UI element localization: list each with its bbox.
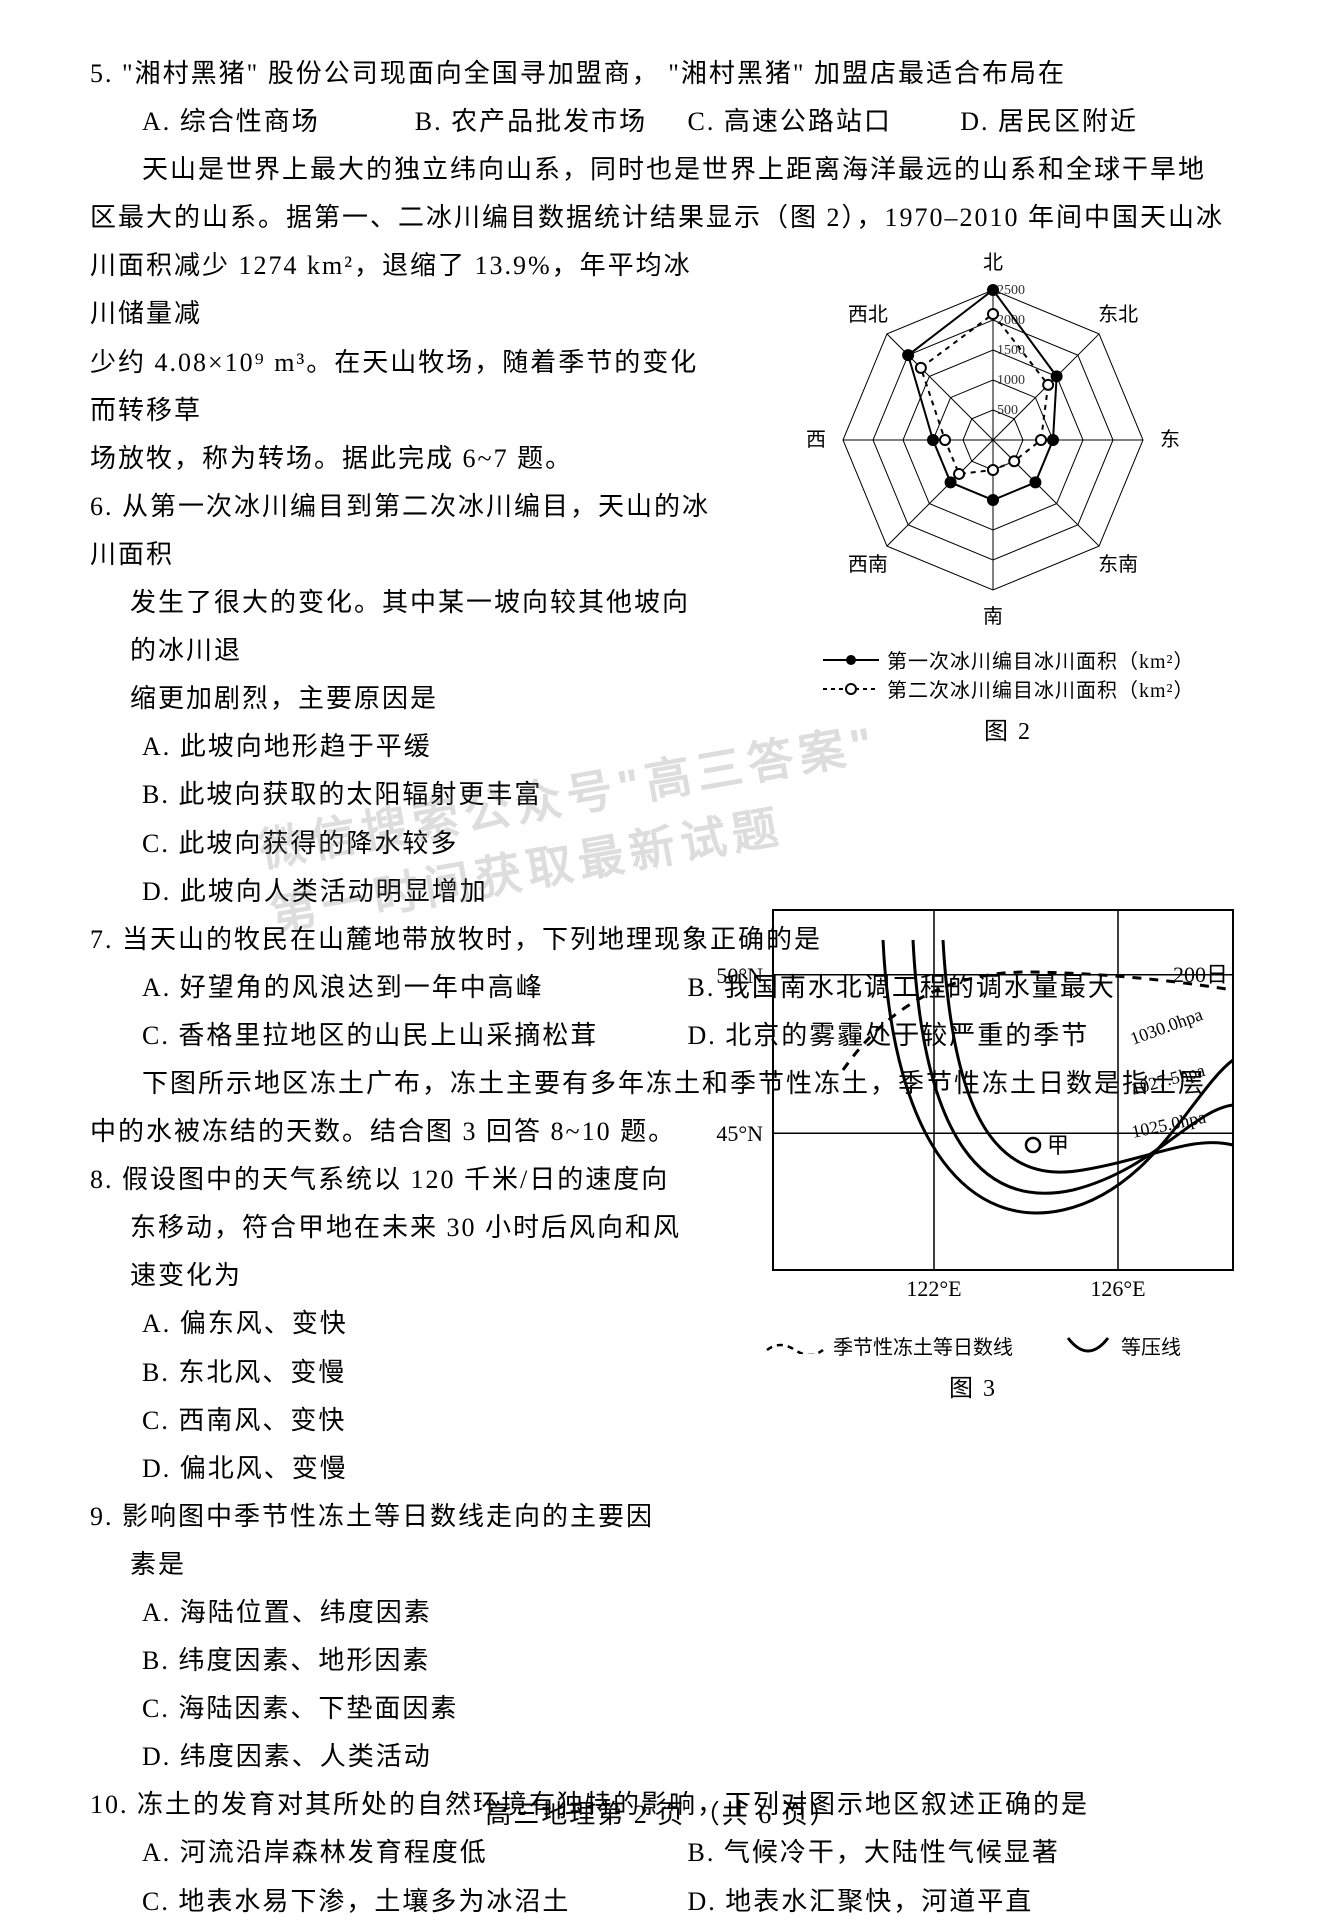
q8-opt-a: A. 偏东风、变快 xyxy=(90,1300,710,1348)
q8-l2: 东移动，符合甲地在未来 30 小时后风向和风 xyxy=(90,1204,710,1252)
q5-stem: 5. "湘村黑猪" 股份公司现面向全国寻加盟商， "湘村黑猪" 加盟店最适合布局… xyxy=(90,50,1233,98)
q6-l1: 6. 从第一次冰川编目到第二次冰川编目，天山的冰川面积 xyxy=(90,483,710,579)
q6-l2: 发生了很大的变化。其中某一坡向较其他坡向的冰川退 xyxy=(90,579,710,675)
page-footer: 高三地理第 2 页 （共 6 页） xyxy=(0,1794,1323,1831)
fig3-legend: 季节性冻土等日数线 等压线 xyxy=(693,1331,1253,1360)
fig2-legend2: 第二次冰川编目冰川面积（km²） xyxy=(887,674,1195,703)
svg-text:东: 东 xyxy=(1160,428,1180,451)
q10-opt-a: A. 河流沿岸森林发育程度低 xyxy=(142,1829,688,1877)
q10-opt-c: C. 地表水易下渗，土壤多为冰沼土 xyxy=(142,1878,688,1926)
q8-opt-c: C. 西南风、变快 xyxy=(90,1397,710,1445)
q10-opt-d: D. 地表水汇聚快，河道平直 xyxy=(688,1878,1234,1926)
svg-text:西: 西 xyxy=(806,429,826,451)
q5-opt-c: C. 高速公路站口 xyxy=(688,98,961,146)
svg-text:甲: 甲 xyxy=(1047,1133,1069,1158)
q6-opt-c: C. 此坡向获得的降水较多 xyxy=(90,820,710,868)
svg-text:北: 北 xyxy=(983,251,1003,274)
map-chart: 50°N 45°N 122°E 126°E 200日 1030.0hpa 1027.5hpa… xyxy=(693,890,1253,1320)
q9-opt-b: B. 纬度因素、地形因素 xyxy=(90,1637,710,1685)
svg-text:1000: 1000 xyxy=(997,373,1025,388)
q9-opt-c: C. 海陆因素、下垫面因素 xyxy=(90,1685,710,1733)
q9-l1: 9. 影响图中季节性冻土等日数线走向的主要因 xyxy=(90,1493,710,1541)
q6-opt-b: B. 此坡向获取的太阳辐射更丰富 xyxy=(90,771,710,819)
q9-opt-d: D. 纬度因素、人类活动 xyxy=(90,1733,710,1781)
svg-text:西北: 西北 xyxy=(848,303,888,326)
svg-text:200日: 200日 xyxy=(1173,962,1228,987)
figure-2: 北东北东东南南西南西西北5001000150020002500 第一次冰川编目冰… xyxy=(763,240,1253,746)
q8-l3: 速变化为 xyxy=(90,1252,710,1300)
svg-text:东南: 东南 xyxy=(1098,553,1138,576)
svg-text:南: 南 xyxy=(983,605,1003,628)
fig3-legend-dashed: 季节性冻土等日数线 xyxy=(833,1331,1013,1360)
fig2-legend1: 第一次冰川编目冰川面积（km²） xyxy=(887,645,1195,674)
q9-l2: 素是 xyxy=(90,1541,710,1589)
q7-opt-c: C. 香格里拉地区的山民上山采摘松茸 xyxy=(142,1012,688,1060)
q9-opt-a: A. 海陆位置、纬度因素 xyxy=(90,1589,710,1637)
passage67-l4: 少约 4.08×10⁹ m³。在天山牧场，随着季节的变化而转移草 xyxy=(90,339,710,435)
q5-opt-b: B. 农产品批发市场 xyxy=(415,98,688,146)
q8-opt-b: B. 东北风、变慢 xyxy=(90,1349,710,1397)
q6-opt-d: D. 此坡向人类活动明显增加 xyxy=(90,868,710,916)
fig3-legend-solid: 等压线 xyxy=(1121,1331,1181,1360)
radar-chart: 北东北东东南南西南西西北5001000150020002500 xyxy=(763,240,1253,640)
q6-opt-a: A. 此坡向地形趋于平缓 xyxy=(90,723,710,771)
q6-l3: 缩更加剧烈，主要原因是 xyxy=(90,675,710,723)
passage67-l1: 天山是世界上最大的独立纬向山系，同时也是世界上距离海洋最远的山系和全球干旱地 xyxy=(90,146,1233,194)
fig2-caption: 图 2 xyxy=(763,711,1253,746)
svg-text:2500: 2500 xyxy=(997,283,1025,298)
q5-options: A. 综合性商场 B. 农产品批发市场 C. 高速公路站口 D. 居民区附近 xyxy=(90,98,1233,146)
svg-text:1500: 1500 xyxy=(997,343,1025,358)
passage67-l5: 场放牧，称为转场。据此完成 6~7 题。 xyxy=(90,435,710,483)
fig3-caption: 图 3 xyxy=(693,1368,1253,1403)
q8-opt-d: D. 偏北风、变慢 xyxy=(90,1445,710,1493)
svg-text:126°E: 126°E xyxy=(1090,1276,1145,1301)
q10-opt-b: B. 气候冷干，大陆性气候显著 xyxy=(688,1829,1234,1877)
fig2-legend: 第一次冰川编目冰川面积（km²） 第二次冰川编目冰川面积（km²） xyxy=(763,645,1253,703)
svg-text:50°N: 50°N xyxy=(716,963,763,988)
svg-text:122°E: 122°E xyxy=(906,1276,961,1301)
svg-text:1027.5hpa: 1027.5hpa xyxy=(1129,1060,1207,1099)
figure-3: 50°N 45°N 122°E 126°E 200日 1030.0hpa 1027.5hpa… xyxy=(693,890,1253,1403)
q5-opt-d: D. 居民区附近 xyxy=(960,98,1233,146)
q10-options: A. 河流沿岸森林发育程度低 B. 气候冷干，大陆性气候显著 C. 地表水易下渗… xyxy=(90,1829,1233,1925)
q5-opt-a: A. 综合性商场 xyxy=(142,98,415,146)
passage67-l3: 川面积减少 1274 km²，退缩了 13.9%，年平均冰川储量减 xyxy=(90,242,710,338)
svg-text:1030.0hpa: 1030.0hpa xyxy=(1128,1004,1206,1049)
svg-text:东北: 东北 xyxy=(1098,303,1138,326)
passage67-l2: 区最大的山系。据第一、二冰川编目数据统计结果显示（图 2），1970–2010 … xyxy=(90,194,1233,242)
svg-text:45°N: 45°N xyxy=(716,1121,763,1146)
q7-opt-a: A. 好望角的风浪达到一年中高峰 xyxy=(142,964,688,1012)
svg-text:西南: 西南 xyxy=(848,553,888,576)
svg-text:500: 500 xyxy=(997,403,1018,418)
q8-l1: 8. 假设图中的天气系统以 120 千米/日的速度向 xyxy=(90,1156,710,1204)
